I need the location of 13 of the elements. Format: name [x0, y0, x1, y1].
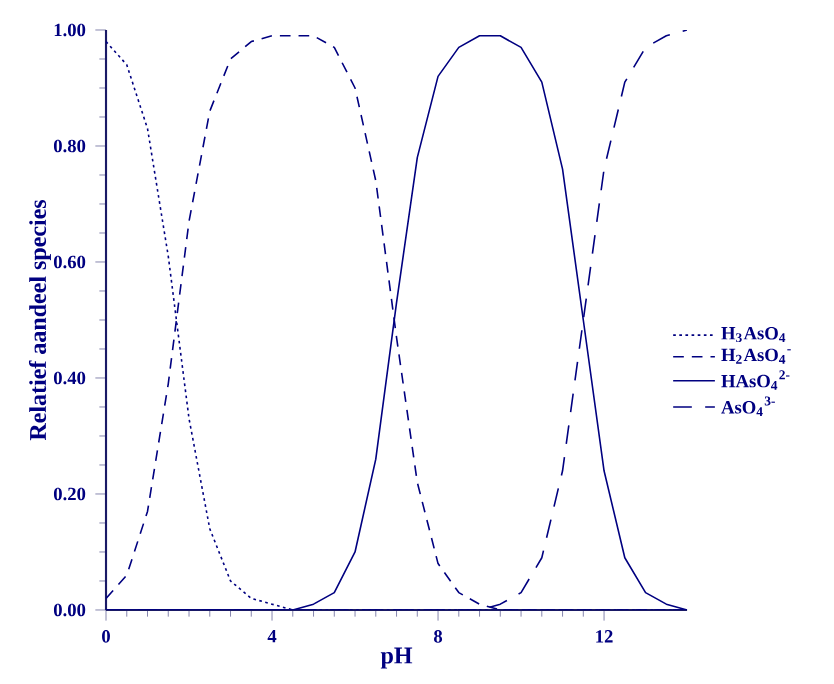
y-tick-label: 0.60 — [53, 255, 86, 269]
y-tick-label: 0.00 — [53, 603, 86, 617]
y-tick-label: 0.40 — [53, 371, 86, 385]
x-tick-label: 0 — [102, 630, 110, 643]
y-tick-label: 0.80 — [53, 139, 86, 153]
legend-label: H$_{3}$AsO$_{4}$ — [721, 326, 786, 343]
y-axis-title: Relatief aandeel species — [28, 199, 51, 441]
x-tick-label: 12 — [596, 630, 613, 643]
x-tick-label: 4 — [267, 630, 277, 643]
x-tick-label: 8 — [434, 630, 443, 643]
x-axis-title: pH — [380, 647, 413, 669]
y-tick-label: 1.00 — [54, 23, 86, 37]
y-tick-label: 0.20 — [53, 487, 86, 501]
